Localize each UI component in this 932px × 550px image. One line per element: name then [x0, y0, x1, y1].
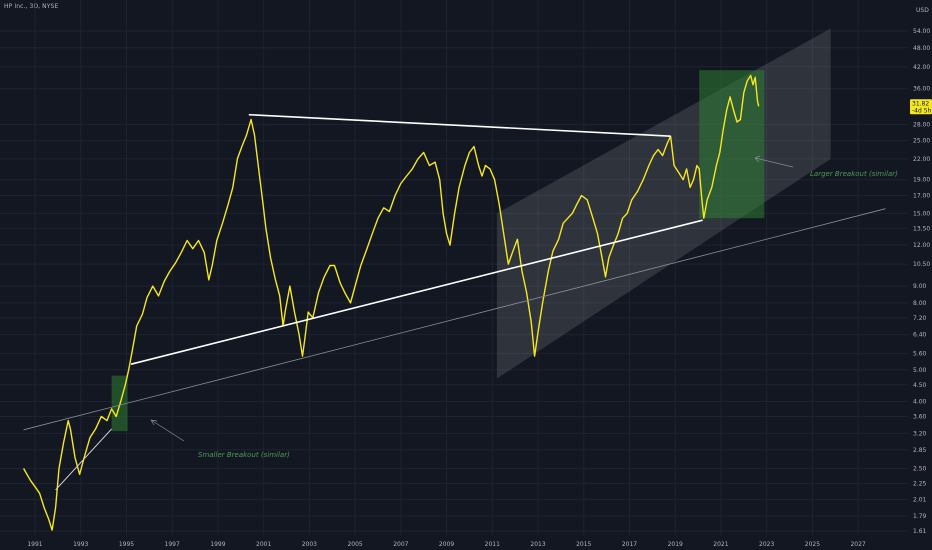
annotation-arrow	[150, 419, 185, 442]
y-tick-label: 28.00	[913, 122, 930, 129]
y-tick-label: 4.50	[913, 382, 927, 389]
y-tick-label: 4.00	[913, 399, 927, 406]
x-tick-label: 1997	[165, 541, 180, 548]
y-tick-label: 5.00	[913, 367, 927, 374]
y-tick-label: 17.00	[913, 193, 930, 200]
chart-title: HP Inc., 3D, NYSE	[4, 3, 59, 10]
x-tick-label: 2003	[302, 541, 317, 548]
y-tick-label: 10.50	[913, 261, 930, 268]
annotation-arrow-head	[754, 157, 760, 163]
y-tick-label: 2.85	[913, 447, 927, 454]
y-tick-label: 25.00	[913, 138, 930, 145]
parallel-channel	[496, 28, 831, 379]
x-tick-label: 2007	[393, 541, 408, 548]
y-axis: 54.00 48.00 42.00 36.00 28.00 25.00 22.00 19.00…	[910, 28, 932, 535]
annotation-arrow-head	[150, 419, 158, 422]
y-tick-label: 48.00	[913, 45, 930, 52]
y-tick-label: 1.79	[913, 513, 927, 520]
y-tick-label: 3.60	[913, 414, 927, 421]
x-tick-label: 2019	[668, 541, 683, 548]
x-tick-label: 1995	[119, 541, 134, 548]
x-axis: 1991 1993 1995 1997 1999 2001 2003 2005 2007 2009…	[27, 541, 866, 548]
last-price-value: 31.82	[912, 100, 929, 107]
resistance-trendline	[248, 113, 671, 137]
trendlines	[23, 113, 886, 491]
price-series	[22, 74, 760, 531]
annotations: Smaller Breakout (similar) Larger Breakou…	[150, 155, 898, 459]
y-tick-label: 2.01	[913, 497, 927, 504]
y-tick-label: 5.60	[913, 351, 927, 358]
y-tick-label: 9.00	[913, 283, 927, 290]
x-tick-label: 2009	[439, 541, 454, 548]
x-tick-label: 2023	[759, 541, 774, 548]
y-unit-label: USD	[916, 7, 929, 14]
y-tick-label: 22.00	[913, 156, 930, 163]
x-tick-label: 1991	[27, 541, 42, 548]
y-tick-label: 13.50	[913, 225, 930, 232]
long-support-line	[23, 208, 886, 431]
y-tick-label: 2.50	[913, 465, 927, 472]
y-tick-label: 54.00	[913, 28, 930, 35]
x-tick-label: 2021	[713, 541, 728, 548]
y-tick-label: 8.00	[913, 300, 927, 307]
annotation-arrow	[754, 157, 794, 168]
x-tick-label: 1993	[73, 541, 88, 548]
x-tick-label: 2025	[805, 541, 820, 548]
y-tick-label: 2.25	[913, 480, 927, 487]
y-tick-label: 6.40	[913, 332, 927, 339]
annotation-arrow-head	[150, 419, 155, 426]
y-tick-label: 7.20	[913, 315, 927, 322]
y-tick-label: 12.00	[913, 242, 930, 249]
last-price-countdown: -4d 5h	[912, 107, 932, 114]
x-tick-label: 2011	[485, 541, 500, 548]
support-trendline	[130, 219, 703, 365]
x-tick-label: 2015	[576, 541, 591, 548]
x-tick-label: 2001	[256, 541, 271, 548]
last-price-tag	[910, 99, 932, 115]
early-support-line	[55, 428, 112, 491]
x-tick-label: 1999	[210, 541, 225, 548]
y-tick-label: 36.00	[913, 86, 930, 93]
price-line	[22, 74, 760, 531]
x-tick-label: 2005	[347, 541, 362, 548]
x-tick-label: 2027	[850, 541, 865, 548]
y-tick-label: 1.61	[913, 528, 927, 535]
x-tick-label: 2013	[530, 541, 545, 548]
annotation-arrow-head	[754, 155, 761, 159]
x-tick-label: 2017	[622, 541, 637, 548]
y-tick-label: 19.00	[913, 177, 930, 184]
small-breakout-label: Smaller Breakout (similar)	[198, 451, 290, 459]
y-tick-label: 3.20	[913, 430, 927, 437]
y-tick-label: 15.00	[913, 210, 930, 217]
large-breakout-label: Larger Breakout (similar)	[810, 170, 898, 178]
y-tick-label: 42.00	[913, 64, 930, 71]
